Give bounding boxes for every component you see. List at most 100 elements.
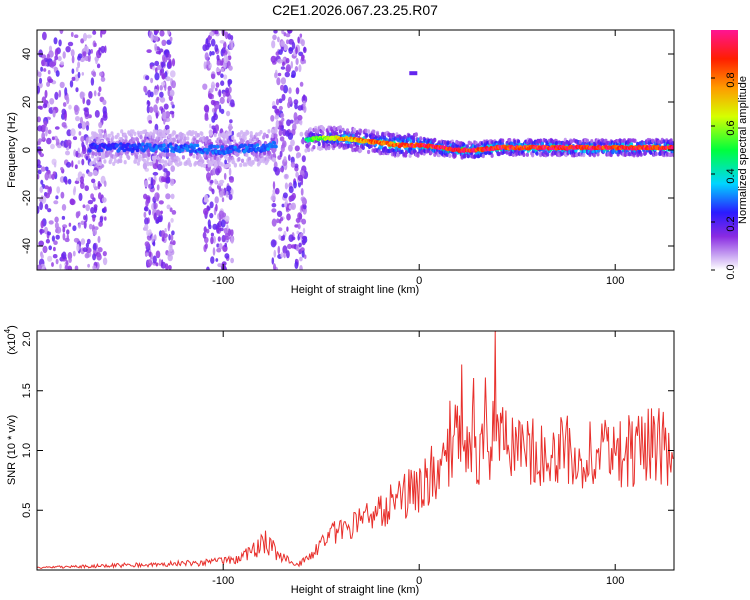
noise-speck [165, 263, 169, 270]
noise-speck [47, 70, 51, 75]
noise-speck [159, 69, 163, 76]
noise-speck [286, 250, 290, 259]
noise-speck [301, 155, 306, 163]
colorbar-tick-label: 0.4 [725, 168, 737, 183]
ridge-halo-cell [578, 140, 582, 145]
noise-speck [211, 167, 217, 176]
noise-speck [58, 39, 62, 47]
noise-speck [219, 96, 225, 105]
noise-speck [152, 171, 159, 176]
ridge-halo-cell [195, 139, 200, 145]
ridge-halo-cell [113, 158, 118, 164]
noise-speck [78, 131, 82, 136]
noise-speck [284, 182, 288, 190]
noise-speck [294, 145, 300, 152]
ridge-halo-cell [505, 150, 509, 155]
colorbar-tick-label: 0.6 [725, 120, 737, 135]
noise-speck [159, 96, 166, 103]
noise-speck [40, 253, 44, 259]
noise-speck [42, 103, 48, 109]
noise-speck [79, 91, 85, 100]
ridge-halo-cell [267, 129, 271, 134]
ridge-core-cell [205, 151, 209, 155]
noise-speck [288, 144, 293, 152]
noise-speck [153, 212, 157, 221]
ridge-halo-cell [93, 157, 97, 163]
noise-speck [212, 247, 216, 256]
noise-speck [49, 61, 55, 68]
noise-speck [203, 226, 207, 233]
ridge-halo-cell [372, 133, 376, 138]
noise-speck [46, 81, 51, 87]
noise-speck [55, 138, 60, 146]
noise-speck [39, 228, 43, 235]
ridge-halo-cell [531, 153, 535, 158]
noise-speck [168, 243, 173, 252]
noise-speck [303, 105, 307, 113]
noise-speck [291, 244, 296, 249]
noise-speck [226, 185, 232, 192]
noise-speck [78, 192, 83, 202]
noise-speck [293, 180, 297, 189]
noise-speck [291, 41, 296, 50]
noise-speck [50, 143, 55, 150]
noise-speck [64, 179, 68, 185]
noise-speck [221, 197, 225, 203]
noise-speck [214, 108, 218, 113]
ridge-halo-cell [200, 131, 204, 136]
ridge-halo-cell [220, 162, 224, 167]
ridge-halo-cell [263, 132, 267, 137]
ridge-core-cell [148, 143, 152, 147]
noise-speck [90, 49, 93, 54]
noise-speck [291, 70, 296, 78]
noise-speck [92, 197, 96, 202]
noise-speck [280, 66, 286, 70]
snr-exponent-label: (x104) [3, 325, 18, 355]
noise-speck [215, 258, 219, 262]
noise-speck [69, 80, 74, 88]
noise-speck [74, 164, 78, 169]
noise-speck [298, 233, 303, 238]
noise-speck [167, 30, 171, 36]
spectrogram-x-axis-label: Height of straight line (km) [291, 284, 419, 296]
noise-speck [230, 229, 234, 236]
noise-speck [290, 139, 295, 147]
noise-speck [165, 193, 171, 200]
noise-speck [275, 119, 280, 129]
ridge-halo-cell [350, 144, 354, 149]
ridge-halo-cell [446, 141, 450, 146]
noise-speck [92, 265, 97, 270]
noise-speck [158, 200, 164, 205]
noise-speck [160, 81, 166, 86]
ridge-halo-cell [274, 133, 278, 138]
noise-speck [92, 30, 97, 35]
ridge-core-cell [165, 148, 170, 153]
noise-speck [98, 157, 102, 163]
noise-speck [271, 40, 276, 49]
noise-speck [167, 251, 172, 257]
ridge-halo-cell [273, 147, 277, 152]
noise-speck [55, 258, 59, 265]
noise-speck [83, 220, 87, 229]
noise-speck [158, 258, 162, 267]
noise-speck [37, 205, 40, 214]
ridge-halo-cell [270, 128, 275, 134]
ridge-halo-cell [179, 161, 183, 166]
ridge-halo-cell [218, 132, 222, 138]
ridge-halo-cell [546, 152, 550, 157]
noise-speck [209, 50, 212, 57]
noise-speck [270, 115, 275, 122]
noise-speck [54, 126, 60, 130]
noise-speck [41, 131, 46, 141]
noise-speck [168, 265, 172, 270]
noise-speck [61, 108, 67, 115]
ridge-halo-cell [183, 136, 187, 141]
noise-speck [73, 104, 79, 113]
ridge-halo-cell [265, 134, 269, 139]
ridge-halo-cell [163, 128, 167, 134]
noise-speck [103, 206, 107, 211]
ridge-halo-cell [160, 151, 164, 157]
noise-speck [38, 49, 43, 58]
noise-speck [37, 116, 41, 123]
noise-speck [281, 93, 286, 101]
